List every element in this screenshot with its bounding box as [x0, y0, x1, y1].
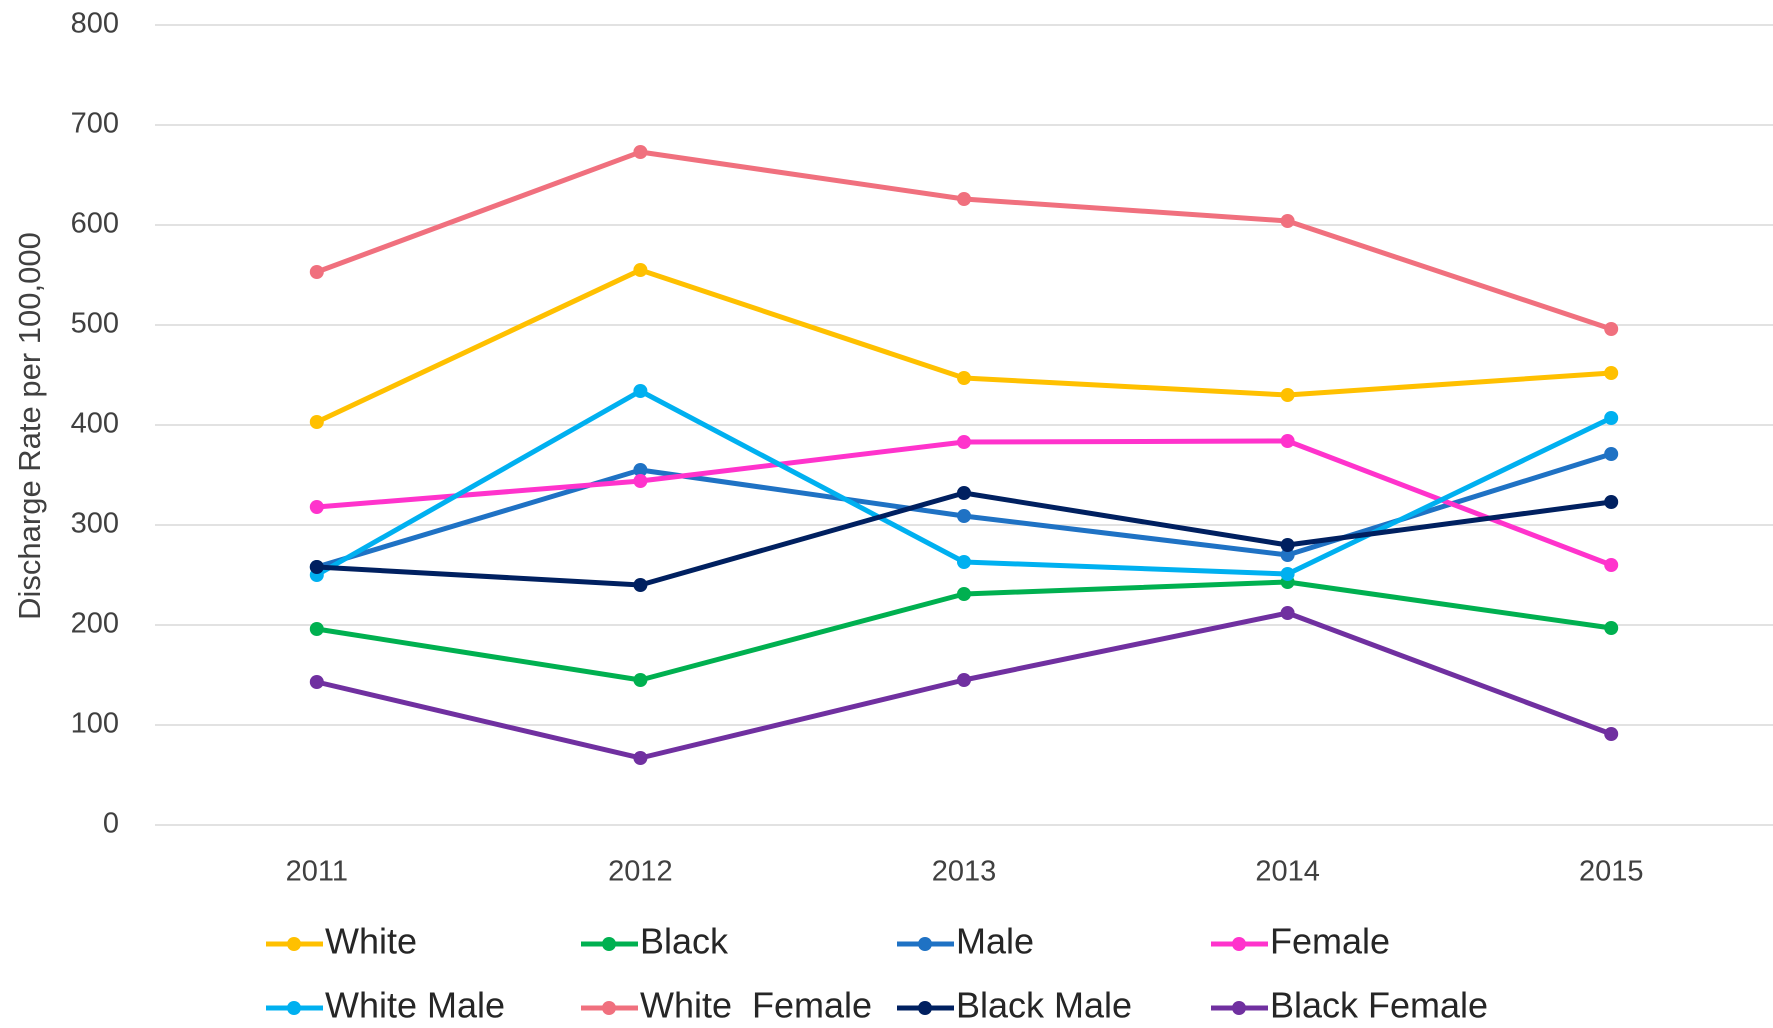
legend-marker	[287, 1001, 301, 1015]
data-point	[1280, 606, 1295, 620]
legend-label: White	[325, 921, 417, 962]
legend-label: Male	[956, 921, 1034, 962]
data-point	[633, 673, 648, 687]
data-point	[633, 751, 648, 765]
series-line	[315, 267, 1612, 425]
data-point	[1604, 366, 1619, 380]
data-point	[309, 500, 324, 514]
x-tick-label: 2015	[1579, 856, 1644, 888]
data-point	[633, 463, 648, 477]
data-point	[957, 509, 971, 523]
legend-marker	[1232, 1001, 1246, 1015]
data-point	[957, 673, 971, 687]
data-point	[633, 578, 648, 592]
series-line	[315, 388, 1613, 578]
data-point	[957, 435, 971, 449]
legend-label: Black Female	[1270, 985, 1488, 1026]
y-tick-label: 400	[71, 408, 119, 440]
x-tick-label: 2011	[286, 856, 348, 888]
data-point	[1280, 214, 1295, 228]
data-point	[309, 415, 324, 429]
data-point	[1604, 411, 1619, 425]
data-point	[957, 192, 971, 206]
legend-marker	[602, 1001, 616, 1015]
data-point	[957, 486, 971, 500]
legend-label: White Male	[325, 985, 505, 1026]
data-point	[1280, 548, 1295, 562]
data-point	[633, 474, 648, 488]
legend-marker	[287, 937, 301, 951]
data-point	[1604, 727, 1619, 741]
data-point	[1604, 447, 1619, 461]
data-point	[633, 263, 648, 277]
data-point	[1280, 567, 1295, 581]
legend-label: White Female	[640, 985, 872, 1026]
legend-label: Female	[1270, 921, 1390, 962]
y-tick-label: 800	[71, 8, 119, 40]
y-axis-label: Discharge Rate per 100,000	[12, 232, 47, 620]
data-point	[633, 145, 648, 159]
data-point	[957, 555, 971, 569]
x-tick-label: 2014	[1255, 856, 1320, 888]
data-point	[1604, 558, 1619, 572]
y-tick-label: 600	[71, 208, 119, 240]
y-tick-label: 700	[71, 108, 119, 140]
data-point	[1604, 621, 1619, 635]
y-tick-label: 200	[71, 608, 119, 640]
legend-marker	[1232, 937, 1246, 951]
legend-label: Black Male	[956, 985, 1132, 1026]
x-tick-label: 2012	[608, 856, 673, 888]
data-point	[1604, 495, 1619, 509]
data-point	[309, 622, 324, 636]
legend-label: Black	[640, 921, 729, 962]
y-tick-label: 0	[103, 808, 119, 840]
x-tick-label: 2013	[932, 856, 997, 888]
data-point	[957, 371, 971, 385]
y-tick-label: 500	[71, 308, 119, 340]
data-point	[309, 675, 324, 689]
legend-marker	[918, 1001, 932, 1015]
data-point	[309, 265, 324, 279]
data-point	[1280, 388, 1295, 402]
data-point	[1280, 434, 1295, 448]
legend-marker	[602, 937, 616, 951]
y-tick-label: 100	[71, 708, 119, 740]
data-point	[633, 384, 648, 398]
data-point	[1280, 538, 1295, 552]
series-line	[316, 438, 1613, 568]
data-point	[309, 560, 324, 574]
series-line	[315, 149, 1612, 332]
legend-marker	[918, 937, 932, 951]
data-point	[957, 587, 971, 601]
y-tick-label: 300	[71, 508, 119, 540]
data-point	[1604, 322, 1619, 336]
